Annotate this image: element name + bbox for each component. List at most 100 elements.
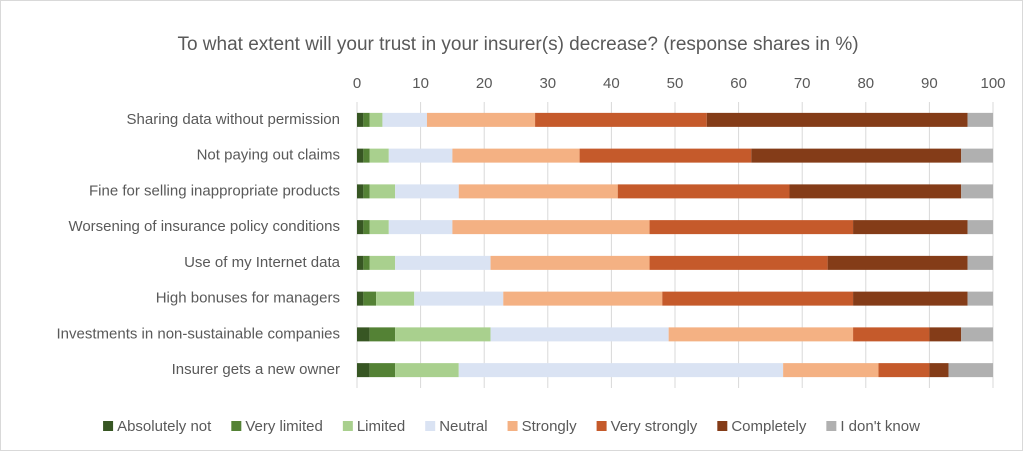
bar-segment bbox=[929, 363, 949, 378]
bar-segment bbox=[662, 291, 854, 306]
bar-segment bbox=[878, 363, 930, 378]
bar-segment bbox=[357, 184, 364, 199]
x-tick-label: 40 bbox=[603, 75, 620, 92]
y-tick-label: Sharing data without permission bbox=[127, 111, 340, 128]
bar-segment bbox=[452, 148, 580, 163]
legend-swatch bbox=[826, 421, 837, 431]
bar-segment bbox=[751, 148, 962, 163]
bar-segment bbox=[961, 327, 993, 342]
chart-title: To what extent will your trust in your i… bbox=[177, 34, 858, 55]
bar-segment bbox=[369, 148, 389, 163]
bar-segment bbox=[961, 184, 993, 199]
bar-segment bbox=[357, 148, 364, 163]
bar-segment bbox=[363, 291, 377, 306]
bar-segment bbox=[357, 291, 364, 306]
legend-label: Limited bbox=[357, 418, 405, 435]
legend-label: Neutral bbox=[439, 418, 487, 435]
x-tick-label: 30 bbox=[539, 75, 556, 92]
bar-segment bbox=[357, 363, 370, 378]
bar-segment bbox=[388, 148, 453, 163]
bar-segment bbox=[929, 327, 962, 342]
y-tick-label: Fine for selling inappropriate products bbox=[89, 182, 340, 199]
legend-swatch bbox=[425, 421, 436, 431]
legend-swatch bbox=[717, 421, 728, 431]
bar-segment bbox=[382, 112, 427, 127]
legend-label: Very limited bbox=[245, 418, 323, 435]
y-tick-label: High bonuses for managers bbox=[156, 290, 340, 307]
x-tick-label: 80 bbox=[857, 75, 874, 92]
x-tick-label: 100 bbox=[980, 75, 1005, 92]
x-tick-label: 70 bbox=[794, 75, 811, 92]
bar-segment bbox=[369, 327, 396, 342]
legend-swatch bbox=[507, 421, 518, 431]
bar-segment bbox=[967, 112, 993, 127]
x-tick-label: 0 bbox=[353, 75, 361, 92]
bar-segment bbox=[395, 184, 459, 199]
bar-segment bbox=[369, 220, 389, 235]
legend-label: Completely bbox=[731, 418, 807, 435]
bar-segment bbox=[363, 255, 370, 270]
bar-segment bbox=[853, 220, 968, 235]
x-tick-label: 50 bbox=[667, 75, 684, 92]
y-tick-label: Not paying out claims bbox=[197, 147, 340, 164]
x-tick-label: 60 bbox=[730, 75, 747, 92]
legend-label: Absolutely not bbox=[117, 418, 212, 435]
bar-segment bbox=[357, 255, 364, 270]
bar-segment bbox=[617, 184, 790, 199]
bar-segment bbox=[503, 291, 663, 306]
bar-segment bbox=[357, 112, 364, 127]
bar-segment bbox=[363, 148, 370, 163]
bar-segment bbox=[458, 184, 618, 199]
bar-segment bbox=[706, 112, 968, 127]
bar-segment bbox=[395, 327, 491, 342]
bar-segment bbox=[948, 363, 993, 378]
bar-segment bbox=[369, 112, 383, 127]
bar-segment bbox=[961, 148, 993, 163]
x-tick-label: 90 bbox=[921, 75, 938, 92]
bar-segment bbox=[783, 363, 879, 378]
bar-segment bbox=[395, 363, 459, 378]
y-tick-label: Investments in non-sustainable companies bbox=[57, 325, 341, 342]
bar-segment bbox=[388, 220, 453, 235]
legend-swatch bbox=[231, 421, 242, 431]
bar-segment bbox=[369, 363, 396, 378]
bar-segment bbox=[426, 112, 536, 127]
bar-segment bbox=[414, 291, 504, 306]
bar-segment bbox=[853, 291, 968, 306]
bar-segment bbox=[967, 220, 993, 235]
bar-segment bbox=[579, 148, 752, 163]
bar-segment bbox=[452, 220, 650, 235]
bar-segment bbox=[395, 255, 491, 270]
bar-segment bbox=[649, 220, 854, 235]
bar-segment bbox=[357, 327, 370, 342]
bar-segment bbox=[376, 291, 415, 306]
legend-swatch bbox=[103, 421, 114, 431]
bar-segment bbox=[363, 112, 370, 127]
bar-segment bbox=[967, 255, 993, 270]
bar-segment bbox=[490, 327, 669, 342]
y-tick-label: Insurer gets a new owner bbox=[172, 361, 340, 378]
bar-segment bbox=[853, 327, 930, 342]
bar-segment bbox=[649, 255, 828, 270]
x-tick-label: 10 bbox=[412, 75, 429, 92]
bar-segment bbox=[363, 184, 370, 199]
bar-segment bbox=[535, 112, 707, 127]
legend-label: I don't know bbox=[840, 418, 920, 435]
legend-label: Strongly bbox=[522, 418, 578, 435]
legend-swatch bbox=[596, 421, 607, 431]
bar-segment bbox=[668, 327, 854, 342]
bar-segment bbox=[369, 184, 396, 199]
bar-segment bbox=[363, 220, 370, 235]
y-tick-label: Worsening of insurance policy conditions bbox=[68, 218, 340, 235]
x-tick-label: 20 bbox=[476, 75, 493, 92]
bar-segment bbox=[357, 220, 364, 235]
y-tick-label: Use of my Internet data bbox=[184, 254, 341, 271]
legend-swatch bbox=[342, 421, 353, 431]
legend-label: Very strongly bbox=[611, 418, 698, 435]
bar-segment bbox=[789, 184, 962, 199]
bar-segment bbox=[827, 255, 968, 270]
bar-segment bbox=[490, 255, 650, 270]
bar-segment bbox=[967, 291, 993, 306]
